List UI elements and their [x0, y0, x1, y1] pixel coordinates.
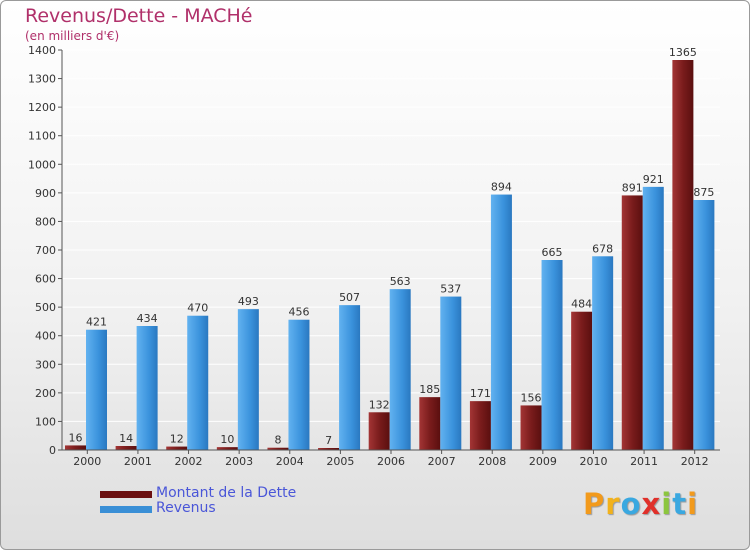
logo-letter: r	[605, 487, 621, 521]
data-label-dette: 1365	[669, 46, 697, 59]
data-label-revenus: 563	[390, 275, 411, 288]
data-label-dette: 12	[170, 433, 184, 446]
data-label-revenus: 665	[542, 246, 563, 259]
bar-revenus	[389, 289, 411, 450]
data-label-revenus: 894	[491, 181, 512, 194]
y-tick-label: 100	[35, 415, 56, 428]
bar-dette	[419, 397, 441, 450]
bar-revenus	[642, 186, 664, 450]
x-tick-label: 2007	[428, 455, 456, 468]
y-tick-label: 900	[35, 187, 56, 200]
chart-subtitle: (en milliers d'€)	[25, 29, 120, 43]
bar-dette	[571, 311, 593, 450]
data-label-dette: 10	[220, 433, 234, 446]
bar-dette	[166, 446, 188, 450]
bar-revenus	[440, 296, 462, 450]
data-label-revenus: 537	[440, 283, 461, 296]
bar-dette	[318, 448, 340, 450]
logo-letter: o	[620, 487, 642, 521]
data-label-dette: 7	[325, 434, 332, 447]
y-tick-label: 800	[35, 215, 56, 228]
data-label-revenus: 875	[693, 186, 714, 199]
bar-revenus	[541, 260, 563, 450]
data-label-revenus: 470	[187, 302, 208, 315]
data-label-revenus: 434	[137, 312, 158, 325]
y-tick-label: 300	[35, 358, 56, 371]
y-tick-label: 1000	[28, 158, 56, 171]
x-tick-label: 2008	[478, 455, 506, 468]
bar-revenus	[187, 315, 209, 450]
data-label-revenus: 921	[643, 173, 664, 186]
data-label-dette: 156	[521, 391, 542, 404]
data-label-revenus: 507	[339, 291, 360, 304]
bar-dette	[115, 446, 137, 450]
x-tick-label: 2005	[326, 455, 354, 468]
legend-label-revenus: Revenus	[156, 500, 216, 516]
y-tick-label: 500	[35, 301, 56, 314]
bar-revenus	[339, 305, 361, 450]
x-tick-label: 2009	[529, 455, 557, 468]
y-tick-label: 1200	[28, 101, 56, 114]
x-tick-label: 2000	[73, 455, 101, 468]
legend-label-dette: Montant de la Dette	[156, 485, 297, 501]
bar-revenus	[86, 329, 107, 450]
x-tick-label: 2003	[225, 455, 253, 468]
logo-letter: P	[583, 487, 606, 521]
data-label-dette: 891	[622, 181, 643, 194]
x-tick-label: 2012	[681, 455, 709, 468]
data-label-dette: 132	[369, 398, 390, 411]
y-tick-label: 1300	[28, 73, 56, 86]
x-tick-label: 2011	[630, 455, 658, 468]
bar-revenus	[693, 200, 715, 450]
x-tick-label: 2001	[124, 455, 152, 468]
bar-revenus	[592, 256, 614, 450]
bar-dette	[621, 195, 643, 450]
bar-dette	[216, 447, 238, 450]
bar-revenus	[237, 309, 259, 450]
legend-swatch-dette	[100, 491, 152, 498]
y-tick-label: 0	[49, 444, 56, 457]
x-tick-label: 2004	[276, 455, 304, 468]
y-tick-label: 1400	[28, 44, 56, 57]
data-label-revenus: 421	[86, 316, 107, 329]
bar-dette	[65, 445, 86, 450]
y-tick-label: 200	[35, 387, 56, 400]
chart-title: Revenus/Dette - MACHé	[25, 5, 253, 27]
proxiti-logo: Proxiti	[583, 487, 698, 521]
data-label-revenus: 493	[238, 295, 259, 308]
y-tick-label: 700	[35, 244, 56, 257]
data-label-dette: 8	[274, 434, 281, 447]
logo-letter: x	[641, 487, 662, 521]
x-tick-label: 2010	[579, 455, 607, 468]
data-label-dette: 14	[119, 432, 133, 445]
bar-revenus	[490, 194, 512, 450]
y-tick-label: 1100	[28, 130, 56, 143]
y-tick-label: 400	[35, 330, 56, 343]
logo-letter: i	[661, 487, 673, 521]
data-label-dette: 171	[470, 387, 491, 400]
bar-dette	[672, 60, 694, 450]
logo-letter: i	[687, 487, 699, 521]
logo-letter: t	[672, 487, 688, 521]
bar-revenus	[136, 326, 158, 450]
bar-dette	[520, 405, 542, 450]
data-label-dette: 484	[571, 298, 592, 311]
y-tick-label: 600	[35, 273, 56, 286]
data-label-dette: 16	[69, 431, 83, 444]
x-tick-label: 2006	[377, 455, 405, 468]
x-tick-label: 2002	[175, 455, 203, 468]
bar-dette	[267, 447, 289, 450]
data-label-revenus: 678	[592, 242, 613, 255]
bar-dette	[469, 401, 491, 450]
data-label-revenus: 456	[288, 306, 309, 319]
bar-dette	[368, 412, 390, 450]
bar-revenus	[288, 319, 310, 450]
legend-swatch-revenus	[100, 506, 152, 513]
data-label-dette: 185	[419, 383, 440, 396]
